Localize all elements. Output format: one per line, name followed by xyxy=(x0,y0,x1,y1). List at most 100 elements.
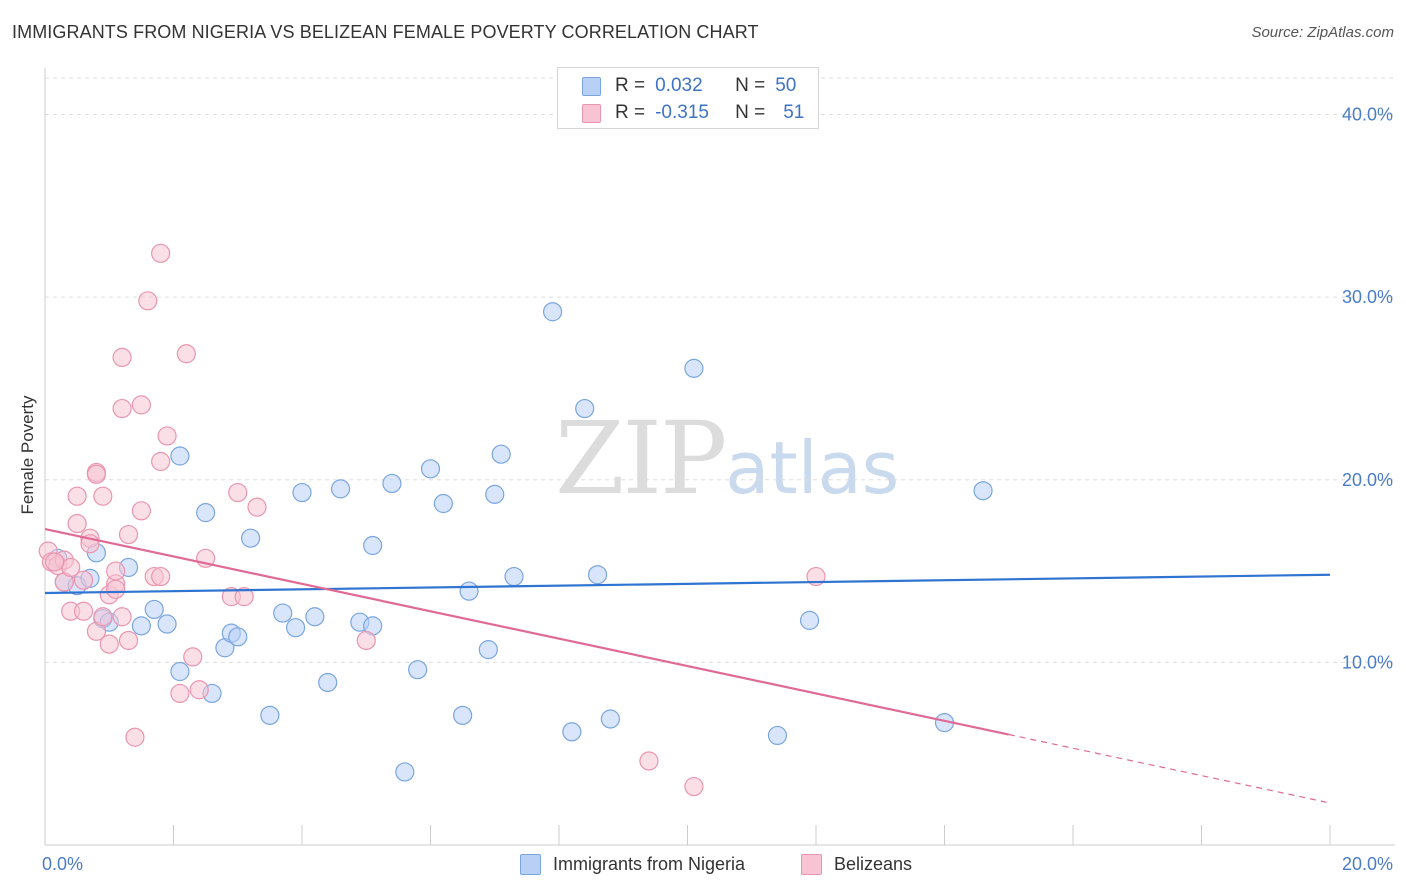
data-point-belizean xyxy=(183,647,203,667)
data-point-belizean xyxy=(356,630,376,651)
data-point-belizean xyxy=(67,513,87,534)
data-point-belizean xyxy=(112,398,132,419)
data-point-nigeria xyxy=(799,610,820,630)
data-point-nigeria xyxy=(260,705,280,725)
data-point-belizean xyxy=(176,344,196,364)
legend-r-label: R = xyxy=(615,102,646,123)
watermark-atlas: atlas xyxy=(725,426,900,510)
legend-n-value: 51 xyxy=(783,102,805,123)
data-point-nigeria xyxy=(684,358,704,378)
data-point-nigeria xyxy=(562,722,582,742)
legend-row-nigeria: R = 0.032 N = 50 xyxy=(582,74,796,98)
data-point-nigeria xyxy=(170,446,190,466)
data-point-nigeria xyxy=(305,607,325,627)
data-point-belizean xyxy=(131,501,151,521)
data-point-nigeria xyxy=(196,503,216,523)
data-point-nigeria xyxy=(575,398,595,419)
data-point-nigeria xyxy=(542,302,563,322)
data-point-belizean xyxy=(106,561,126,581)
data-point-nigeria xyxy=(330,479,351,499)
data-point-nigeria xyxy=(170,661,190,682)
data-point-belizean xyxy=(131,395,151,415)
data-point-belizean xyxy=(151,243,171,263)
data-point-nigeria xyxy=(273,603,293,623)
x-tick-label: 0.0% xyxy=(42,854,83,874)
data-point-belizean xyxy=(170,683,190,704)
data-point-nigeria xyxy=(504,566,524,587)
x-tick-label: 20.0% xyxy=(1342,854,1393,874)
data-point-belizean xyxy=(118,524,139,545)
data-point-nigeria xyxy=(292,482,312,503)
data-point-nigeria xyxy=(485,484,505,504)
trend-line-belizean xyxy=(44,527,1009,736)
data-point-nigeria xyxy=(459,581,479,601)
data-point-belizean xyxy=(112,607,132,627)
data-point-belizean xyxy=(93,607,113,627)
data-point-nigeria xyxy=(131,616,151,636)
tick-labels-layer: 10.0% 20.0% 30.0% 40.0% 0.0% 20.0% xyxy=(42,105,1393,874)
data-point-belizean xyxy=(684,776,704,797)
data-point-belizean xyxy=(93,486,113,506)
legend-n-label: N = xyxy=(735,102,766,123)
data-point-nigeria xyxy=(453,705,473,725)
y-tick-label: 30.0% xyxy=(1342,287,1393,307)
data-point-belizean xyxy=(125,727,145,747)
data-point-nigeria xyxy=(408,660,428,680)
data-point-belizean xyxy=(151,566,171,587)
data-point-nigeria xyxy=(285,618,306,638)
watermark: ZIPatlas xyxy=(555,400,899,517)
points-layer xyxy=(38,243,993,797)
data-point-belizean xyxy=(106,579,126,599)
data-point-belizean xyxy=(99,634,119,654)
data-point-belizean xyxy=(73,570,94,590)
y-tick-label: 40.0% xyxy=(1342,105,1393,125)
legend-swatch-pink xyxy=(582,103,601,123)
data-point-nigeria xyxy=(973,481,993,501)
data-point-nigeria xyxy=(420,459,441,479)
data-point-nigeria xyxy=(363,535,383,556)
legend-row-belizeans: R = -0.315 N = 51 xyxy=(582,101,804,125)
data-point-nigeria xyxy=(157,614,177,634)
axis-layer xyxy=(44,68,1395,846)
data-point-belizean xyxy=(67,486,87,506)
y-tick-label: 20.0% xyxy=(1342,470,1393,490)
data-point-belizean xyxy=(112,347,132,368)
grid-layer xyxy=(45,77,1395,663)
watermark-zip: ZIP xyxy=(555,400,727,517)
data-point-nigeria xyxy=(600,709,621,729)
legend-r-value: 0.032 xyxy=(655,75,703,96)
data-point-nigeria xyxy=(478,639,498,660)
bottom-legend-belizeans: Belizeans xyxy=(801,852,912,876)
legend-r-label: R = xyxy=(615,75,646,96)
data-point-nigeria xyxy=(395,762,415,782)
bottom-legend-label: Immigrants from Nigeria xyxy=(553,853,746,874)
data-point-belizean xyxy=(189,680,209,700)
data-point-belizean xyxy=(228,482,248,503)
data-point-belizean xyxy=(45,552,65,572)
trend-line-belizean-extension xyxy=(1008,733,1331,804)
data-point-nigeria xyxy=(318,672,338,693)
legend-r-value: -0.315 xyxy=(655,102,709,123)
data-point-nigeria xyxy=(433,493,453,514)
data-point-nigeria xyxy=(587,565,608,585)
data-point-belizean xyxy=(234,587,254,607)
data-point-nigeria xyxy=(144,599,164,620)
source-note: Source: ZipAtlas.com xyxy=(1251,24,1394,41)
legend-n-label: N = xyxy=(735,75,766,96)
data-point-belizean xyxy=(151,451,171,472)
data-point-nigeria xyxy=(241,528,261,548)
data-point-belizean xyxy=(118,630,139,651)
data-point-belizean xyxy=(138,291,158,311)
bottom-legend-swatch-blue xyxy=(520,853,541,875)
data-point-belizean xyxy=(86,464,107,484)
data-point-nigeria xyxy=(767,725,788,746)
trend-line-nigeria xyxy=(44,573,1331,595)
data-point-belizean xyxy=(247,497,267,517)
bottom-legend-label: Belizeans xyxy=(834,853,913,874)
data-point-belizean xyxy=(73,601,94,621)
trend-layer xyxy=(44,527,1331,804)
data-point-nigeria xyxy=(382,473,402,494)
legend-swatch-blue xyxy=(582,76,601,96)
bottom-legend-swatch-pink xyxy=(801,853,822,875)
